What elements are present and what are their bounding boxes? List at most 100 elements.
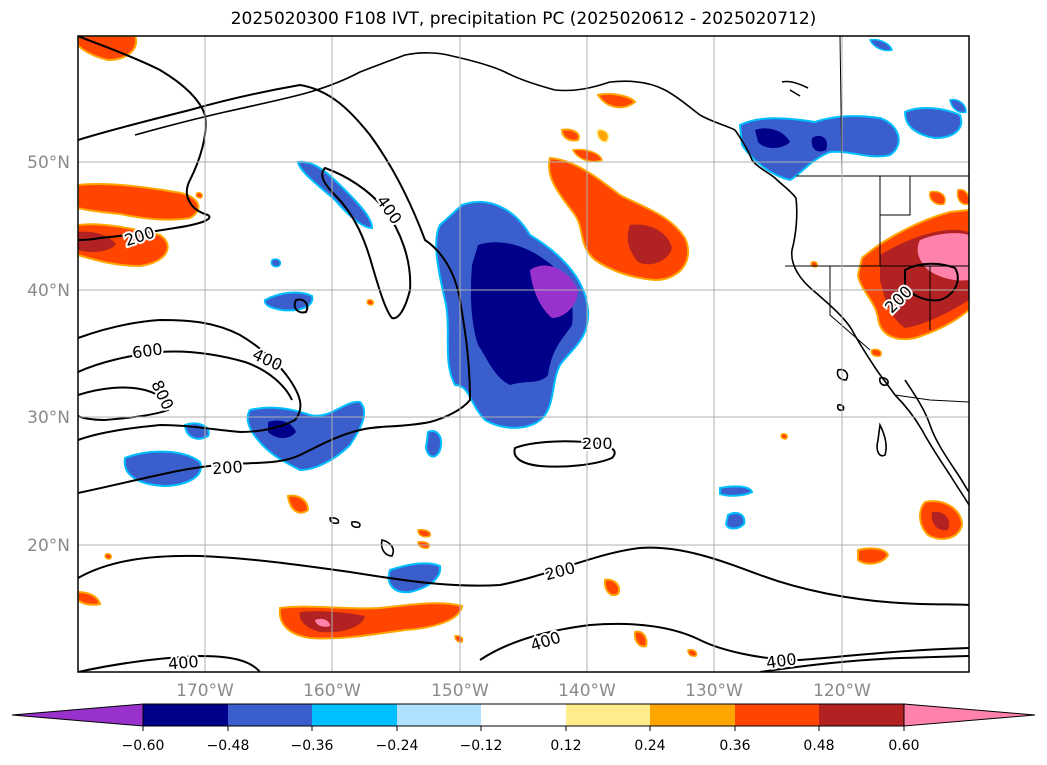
pos-blob-nw-2 (78, 183, 200, 221)
colorbar-segment (481, 704, 566, 726)
colorbar-tick-label: 0.12 (550, 738, 581, 754)
pos-blob-cn-3 (560, 128, 580, 142)
colorbar-segment (228, 704, 312, 726)
pos-blob-south-4 (603, 578, 620, 596)
contour-400-south-1 (479, 622, 969, 662)
colorbar-segment (819, 704, 904, 726)
pos-blob-cn-5 (596, 128, 610, 143)
coast-hawaii-3 (329, 517, 340, 525)
colorbar-tick-label: −0.24 (376, 738, 419, 754)
neg-blob-small-1 (424, 430, 442, 458)
map-frame (77, 35, 970, 673)
contour-200-west (78, 36, 211, 241)
colorbar-segment (143, 704, 228, 726)
map-content: 400 200 600 400 800 200 200 200 400 400 … (78, 36, 969, 674)
contour-600 (78, 318, 302, 441)
lon-label: 130°W (685, 681, 743, 701)
contour-label: 200 (211, 457, 243, 478)
neg-blob-west-1-dark (268, 420, 296, 438)
precip-shading (78, 36, 969, 657)
contour-small-1 (293, 298, 309, 314)
neg-blob-nwcoast-dark-2 (811, 135, 828, 152)
contour-400-inner (321, 166, 412, 320)
lon-label: 140°W (558, 681, 616, 701)
pos-blob-south-2 (286, 494, 310, 514)
lon-label: 120°W (813, 681, 871, 701)
colorbar-segment (397, 704, 481, 726)
colorbar-extend-max (903, 703, 1036, 727)
border-us-mexico (894, 394, 969, 403)
colorbar-segment (650, 704, 735, 726)
contour-400-south-2 (78, 654, 261, 672)
lat-label: 20°N (27, 536, 70, 556)
contour-600-outer (78, 350, 293, 401)
contour-200-south (78, 546, 969, 606)
pos-blob-south-3 (78, 590, 102, 606)
lon-label: 160°W (303, 681, 361, 701)
colorbar-tick-labels: −0.60 −0.48 −0.36 −0.24 −0.12 0.12 0.24 … (122, 738, 920, 754)
colorbar-tick-label: 0.36 (719, 738, 750, 754)
pos-blob-south-1-pink (315, 618, 330, 627)
colorbar-tick-label: −0.60 (122, 738, 165, 754)
colorbar: −0.60 −0.48 −0.36 −0.24 −0.12 0.12 0.24 … (11, 703, 1036, 754)
neg-blob-ne (903, 107, 963, 140)
pos-blob-south-8 (454, 635, 464, 643)
pos-blob-south-6 (417, 529, 432, 538)
contour-800 (78, 386, 170, 422)
pos-blob-mx-1-dark (931, 511, 950, 531)
coast-west-us (790, 197, 896, 396)
neg-blob-small-3 (719, 485, 754, 497)
neg-blob-west-4 (263, 291, 314, 312)
pos-blob-small-1 (366, 299, 374, 306)
pos-blob-sw-2 (928, 190, 946, 206)
contour-200-mid (513, 440, 616, 468)
gridlines (78, 36, 969, 672)
pos-blob-small-3 (870, 348, 883, 357)
coast-hawaii-1 (380, 539, 395, 557)
coast-bc (734, 129, 797, 199)
neg-blob-nwcoast-dark (755, 128, 790, 148)
map-title: 2025020300 F108 IVT, precipitation PC (2… (230, 9, 817, 29)
lon-label: 170°W (176, 681, 234, 701)
colorbar-frame (142, 703, 905, 727)
neg-blob-ne-2 (949, 98, 967, 114)
lat-axis: 50°N 40°N 30°N 20°N (27, 153, 70, 556)
pos-blob-small-2 (780, 433, 788, 440)
neg-blob-small-2 (387, 562, 442, 594)
pos-blob-south-9 (687, 649, 698, 657)
contour-400-right (904, 262, 959, 302)
border-state-2 (829, 266, 871, 351)
coast-island-4 (781, 80, 809, 97)
colorbar-tick-label: −0.12 (460, 738, 503, 754)
pos-blob-cn-1-dark (627, 224, 672, 265)
border-state-4 (880, 176, 911, 216)
neg-blob-small-5 (270, 258, 282, 268)
coast-island-1 (836, 368, 849, 381)
colorbar-segment (312, 704, 397, 726)
lon-label: 150°W (431, 681, 489, 701)
neg-blob-ne-3 (868, 38, 893, 52)
colorbar-tick-label: 0.24 (634, 738, 665, 754)
lat-label: 40°N (27, 281, 70, 301)
colorbar-extend-min (11, 703, 144, 727)
pos-blob-cn-2 (596, 92, 637, 109)
lat-label: 30°N (27, 408, 70, 428)
coast-baja (894, 394, 969, 506)
coast-mexico-main (876, 422, 887, 457)
contour-label: 400 (167, 652, 199, 674)
coast-hawaii-2 (351, 521, 361, 529)
colorbar-segment (735, 704, 819, 726)
neg-blob-central-purple (530, 265, 578, 318)
contour-200-north (78, 83, 472, 494)
coast-island-3 (836, 404, 845, 412)
pos-blob-small-4 (104, 553, 112, 560)
lon-axis: 170°W 160°W 150°W 140°W 130°W 120°W (176, 681, 871, 701)
neg-blob-west-1 (246, 400, 366, 472)
coast-island-2 (879, 377, 889, 386)
pos-blob-sw-3 (956, 188, 969, 206)
colorbar-segment (566, 704, 650, 726)
ivt-contours (78, 36, 969, 672)
colorbar-tick-label: 0.48 (803, 738, 834, 754)
neg-blob-small-4 (724, 512, 746, 530)
